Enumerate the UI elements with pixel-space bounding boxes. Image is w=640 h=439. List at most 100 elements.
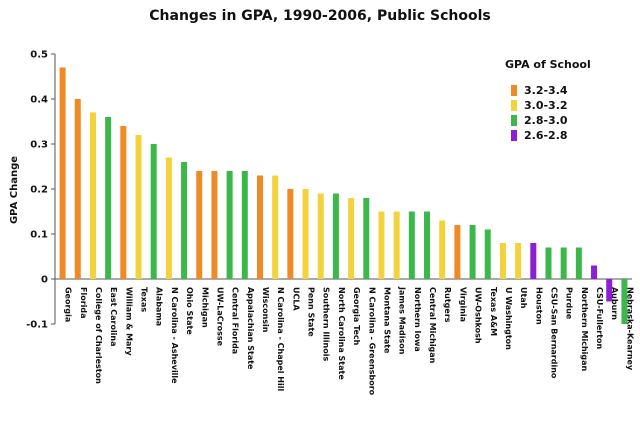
bar [575, 247, 582, 279]
bars [59, 67, 628, 324]
bar [545, 247, 552, 279]
bar [591, 265, 598, 279]
x-tick-label: Southern Illinois [322, 287, 331, 361]
x-tick-label: Central Michigan [428, 287, 437, 364]
y-tick-label: -0.1 [26, 320, 48, 331]
legend-label: 3.0-3.2 [524, 99, 568, 112]
bar [348, 198, 355, 279]
legend-title: GPA of School [505, 58, 591, 71]
bar [560, 247, 567, 279]
bar [332, 193, 339, 279]
bar [256, 175, 263, 279]
x-tick-label: Utah [519, 287, 528, 309]
bar [89, 112, 96, 279]
legend-swatch [511, 130, 517, 141]
bar [135, 135, 142, 279]
bar [317, 193, 324, 279]
y-tick-label: 0.2 [30, 185, 48, 196]
bar [439, 220, 446, 279]
x-tick-label: College of Charleston [94, 287, 103, 384]
x-tick-label: Michigan [200, 287, 209, 328]
bar [59, 67, 66, 279]
y-axis-title: GPA Change [9, 156, 20, 224]
legend-swatch [511, 85, 517, 96]
x-tick-label: Georgia Tech [352, 287, 361, 346]
bar [196, 171, 203, 279]
legend-item: 2.6-2.8 [511, 128, 615, 143]
bar [226, 171, 233, 279]
x-tick-label: U Washington [504, 287, 513, 350]
bar [424, 211, 431, 279]
x-tick-label: CSU-Fullerton [595, 287, 604, 350]
bar [499, 243, 506, 279]
bar [469, 225, 476, 279]
x-tick-label: William & Mary [124, 287, 133, 356]
x-tick-label: Alabama [155, 287, 164, 326]
x-tick-label: Houston [534, 287, 543, 325]
x-tick-label: Northern Iowa [413, 287, 422, 352]
y-tick-label: 0.3 [30, 140, 48, 151]
bar [287, 189, 294, 279]
x-tick-label: N Carolina - Chapel Hill [276, 287, 285, 391]
x-tick-label: Northern Michigan [580, 287, 589, 372]
x-tick-label: N Carolina - Asheville [170, 287, 179, 384]
x-tick-label: UW-LaCrosse [215, 287, 224, 347]
x-tick-label: Texas A&M [489, 287, 498, 336]
x-tick-label: East Carolina [109, 287, 118, 347]
bar [530, 243, 537, 279]
x-tick-label: Purdue [565, 287, 574, 320]
x-tick-label: Nebraska-Kearney [625, 287, 634, 371]
x-tick-label: CSU-San Bernardino [549, 287, 558, 379]
legend-item: 2.8-3.0 [511, 113, 615, 128]
x-tick-label: Georgia [64, 287, 73, 322]
chart-title: Changes in GPA, 1990-2006, Public School… [149, 8, 491, 24]
y-tick-label: 0.1 [30, 230, 48, 241]
y-tick-label: 0 [41, 275, 48, 286]
bar [105, 117, 112, 279]
x-tick-label: UW-Oshkosh [474, 287, 483, 344]
bar [211, 171, 218, 279]
legend-items: 3.2-3.4 3.0-3.2 2.8-3.0 2.6-2.8 [505, 83, 615, 143]
legend-label: 3.2-3.4 [524, 84, 568, 97]
bar [621, 279, 628, 324]
x-tick-label: N Carolina - Greensboro [367, 287, 376, 396]
y-tick-label: 0.4 [30, 95, 48, 106]
x-tick-label: Penn State [307, 287, 316, 337]
x-tick-label: Central Florida [231, 287, 240, 354]
bar [515, 243, 522, 279]
bar [181, 162, 188, 279]
bar [150, 144, 157, 279]
x-tick-label: Ohio State [185, 287, 194, 335]
bar [165, 157, 172, 279]
bar [302, 189, 309, 279]
x-tick-label: Rutgers [443, 287, 452, 323]
legend-swatch [511, 115, 517, 126]
bar [272, 175, 279, 279]
bar [378, 211, 385, 279]
x-tick-label: Montana State [382, 287, 391, 354]
legend-label: 2.6-2.8 [524, 129, 568, 142]
legend-swatch [511, 100, 517, 111]
x-tick-label: North Carolina State [337, 287, 346, 380]
bar [606, 279, 613, 302]
x-tick-label: James Madison [398, 286, 407, 355]
bar [241, 171, 248, 279]
bar [408, 211, 415, 279]
x-tick-label: Appalachian State [246, 287, 255, 370]
x-tick-label: Florida [79, 287, 88, 319]
x-tick-label: Wisconsin [261, 287, 270, 333]
bar [484, 229, 491, 279]
legend-label: 2.8-3.0 [524, 114, 568, 127]
legend-item: 3.0-3.2 [511, 98, 615, 113]
bar [74, 99, 81, 279]
legend-item: 3.2-3.4 [511, 83, 615, 98]
bar [454, 225, 461, 279]
y-tick-label: 0.5 [30, 50, 48, 61]
category-labels: Georgia Florida College of Charleston East … [64, 286, 635, 396]
x-tick-label: Auburn [610, 287, 619, 320]
x-tick-label: UCLA [291, 287, 300, 311]
bar [363, 198, 370, 279]
x-tick-label: Virginia [458, 287, 467, 322]
x-tick-label: Texas [140, 287, 149, 312]
